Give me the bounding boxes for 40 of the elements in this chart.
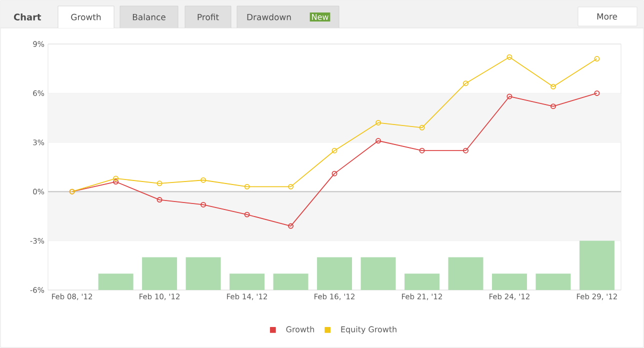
point bbox=[200, 202, 206, 208]
point bbox=[244, 184, 250, 190]
bar bbox=[317, 257, 352, 290]
point bbox=[506, 54, 512, 60]
bar bbox=[142, 257, 178, 290]
text: Balance bbox=[132, 14, 166, 20]
bar bbox=[579, 240, 614, 290]
point bbox=[376, 138, 381, 144]
point bbox=[506, 94, 512, 100]
text: Profit bbox=[198, 14, 219, 20]
bar bbox=[404, 274, 440, 290]
point bbox=[550, 84, 556, 90]
bar bbox=[492, 274, 527, 290]
text: Growth bbox=[71, 14, 101, 20]
bar bbox=[186, 257, 221, 290]
bar bbox=[273, 274, 308, 290]
point bbox=[419, 148, 425, 154]
bar bbox=[98, 274, 134, 290]
bar bbox=[448, 257, 484, 290]
point bbox=[332, 148, 338, 154]
point bbox=[376, 120, 381, 126]
point bbox=[113, 179, 119, 184]
point bbox=[113, 176, 119, 182]
bar bbox=[360, 257, 396, 290]
point bbox=[288, 184, 294, 190]
point bbox=[419, 124, 425, 130]
text: More bbox=[597, 13, 618, 20]
point bbox=[550, 104, 556, 110]
text: Drawdown bbox=[247, 14, 291, 20]
point bbox=[288, 223, 294, 229]
point bbox=[462, 80, 468, 86]
chart-title: Chart bbox=[14, 14, 42, 20]
point bbox=[462, 148, 468, 154]
point bbox=[332, 170, 338, 176]
bar bbox=[230, 274, 265, 290]
point bbox=[156, 180, 162, 186]
point bbox=[156, 197, 162, 203]
point bbox=[200, 177, 206, 183]
point bbox=[244, 212, 250, 218]
bar bbox=[536, 274, 571, 290]
